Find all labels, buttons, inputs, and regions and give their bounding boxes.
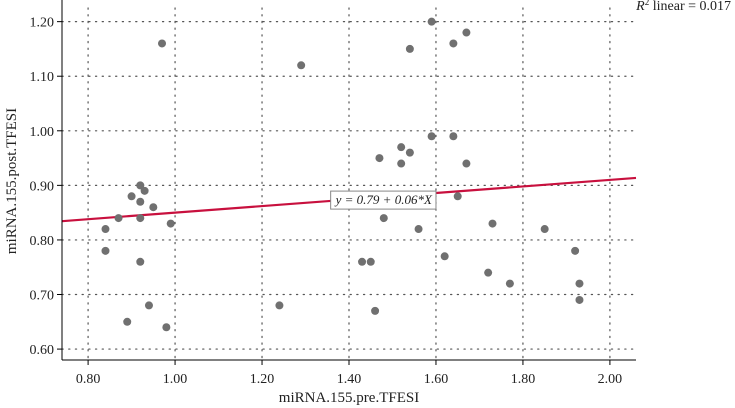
y-axis-label: miRNA.155.post.TFESI [4,108,20,254]
data-point [397,143,406,152]
data-point [166,219,175,228]
regression-equation-box [330,190,437,210]
tick-labels-layer: 0.80 1.00 1.20 1.40 1.60 1.80 2.00 0.60 0.70 0.80… [30,16,623,387]
data-point [462,159,471,168]
data-point [275,301,284,310]
data-point [297,61,306,70]
data-point [405,148,414,157]
data-point [101,246,110,255]
data-point [140,186,149,195]
data-point [101,225,110,234]
points-layer [101,17,584,332]
data-point [405,44,414,53]
y-tick-label: 1.20 [30,16,55,31]
data-point [427,132,436,141]
regression-equation: y = 0.79 + 0.06*X [330,190,437,210]
data-point [440,252,449,261]
y-tick-label: 1.10 [30,70,55,85]
data-point [427,17,436,26]
data-point [123,317,132,326]
data-point [571,246,580,255]
x-tick-label: 2.00 [598,372,623,387]
data-point [414,225,423,234]
data-point [158,39,167,48]
data-point [114,214,123,223]
data-point [462,28,471,37]
y-tick-label: 1.00 [30,125,55,140]
data-point [449,39,458,48]
data-point [358,257,367,266]
data-point [136,197,145,206]
data-point [397,159,406,168]
x-tick-label: 1.60 [424,372,449,387]
data-point [379,214,388,223]
data-point [575,295,584,304]
data-point [375,154,384,163]
data-point [484,268,493,277]
x-tick-label: 0.80 [76,372,101,387]
x-tick-label: 1.20 [250,372,275,387]
r-squared-symbol: R [635,0,645,14]
r-squared-value: linear = 0.017 [649,0,731,14]
data-point [488,219,497,228]
data-point [136,257,145,266]
r-squared-label: R2 linear = 0.017 [635,0,731,14]
data-point [540,225,549,234]
data-point [136,214,145,223]
data-point [127,192,136,201]
data-point [575,279,584,288]
y-tick-label: 0.90 [30,179,55,194]
x-axis-label: miRNA.155.pre.TFESI [279,390,419,406]
x-tick-label: 1.40 [337,372,362,387]
data-point [366,257,375,266]
x-tick-label: 1.00 [163,372,188,387]
data-point [144,301,153,310]
y-tick-label: 0.80 [30,234,55,249]
axes-layer [57,0,636,365]
data-point [505,279,514,288]
grid-layer [61,7,637,361]
regression-equation-text: y = 0.79 + 0.06*X [334,192,433,207]
y-tick-label: 0.60 [30,343,55,358]
x-tick-label: 1.80 [511,372,536,387]
y-tick-label: 0.70 [30,289,55,304]
data-point [149,203,158,212]
r-squared-superscript: 2 [645,0,650,7]
data-point [136,181,145,190]
data-point [453,192,462,201]
data-point [371,306,380,315]
data-point [162,323,171,332]
data-point [449,132,458,141]
